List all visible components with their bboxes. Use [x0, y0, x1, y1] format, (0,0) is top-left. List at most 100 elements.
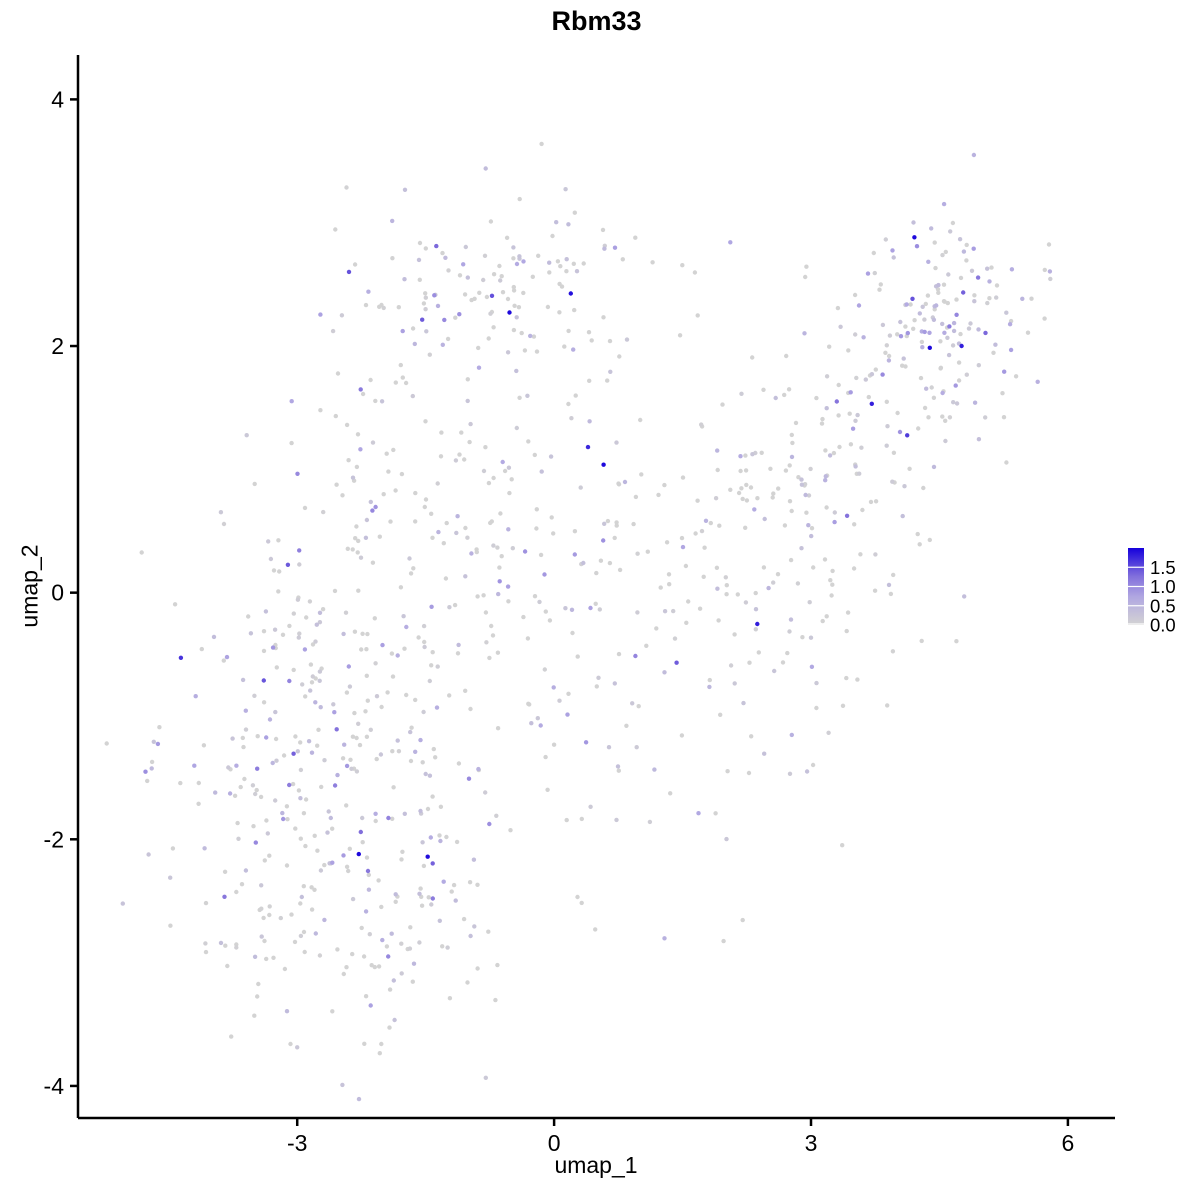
data-point: [885, 703, 890, 708]
data-point: [601, 462, 606, 467]
data-point: [772, 668, 777, 674]
data-point: [859, 445, 864, 450]
data-point: [531, 334, 537, 339]
data-point: [787, 463, 792, 468]
data-point: [715, 448, 720, 453]
data-point: [437, 833, 442, 838]
data-point: [491, 543, 496, 548]
y-tick-label: -2: [44, 826, 64, 852]
data-point: [440, 250, 445, 256]
data-point: [809, 526, 815, 531]
data-point: [335, 947, 340, 952]
data-point: [771, 580, 776, 585]
data-point: [196, 780, 201, 786]
data-point: [291, 611, 296, 616]
data-point: [620, 257, 625, 262]
data-point: [579, 816, 584, 822]
data-point: [486, 480, 492, 486]
data-point: [804, 510, 809, 515]
data-point: [433, 755, 438, 760]
data-point: [888, 591, 894, 597]
data-point: [1008, 347, 1014, 353]
data-point: [354, 735, 359, 741]
data-point: [950, 343, 956, 348]
data-point: [983, 330, 988, 336]
data-point: [313, 931, 318, 936]
data-point: [545, 304, 551, 310]
data-point: [575, 894, 580, 900]
data-point: [303, 797, 309, 802]
data-point: [430, 794, 435, 799]
data-point: [924, 386, 929, 391]
data-point: [288, 1041, 293, 1047]
data-point: [789, 432, 794, 438]
data-point: [420, 840, 425, 845]
data-point: [957, 237, 963, 242]
data-point: [951, 328, 957, 334]
data-point: [828, 578, 833, 583]
data-point: [725, 769, 730, 774]
data-point: [728, 487, 733, 492]
data-point: [168, 875, 173, 880]
data-point: [481, 593, 486, 598]
data-point: [529, 721, 534, 726]
data-point: [400, 375, 405, 380]
data-point: [976, 363, 981, 368]
data-point: [598, 558, 604, 563]
data-point: [799, 482, 805, 487]
data-point: [363, 535, 369, 540]
data-point: [489, 293, 495, 298]
data-point: [905, 330, 910, 336]
data-point: [306, 739, 312, 744]
data-point: [600, 227, 606, 233]
data-point: [782, 392, 787, 398]
data-point: [395, 738, 400, 743]
data-point: [728, 663, 734, 668]
data-point: [346, 269, 352, 275]
data-point: [566, 401, 571, 407]
data-point: [968, 321, 973, 326]
data-point: [786, 387, 792, 392]
data-point: [355, 550, 360, 555]
data-point: [829, 593, 834, 598]
data-point: [356, 851, 361, 857]
data-point: [298, 901, 303, 906]
data-point: [926, 415, 931, 420]
data-point: [389, 651, 395, 656]
data-point: [519, 330, 524, 336]
data-point: [931, 395, 937, 400]
data-point: [931, 317, 937, 322]
data-point: [666, 572, 672, 577]
data-point: [430, 861, 435, 866]
y-tick-label: -4: [44, 1073, 65, 1099]
data-point: [403, 380, 409, 386]
data-point: [356, 538, 361, 544]
data-point: [692, 270, 698, 275]
legend-label: 1.5: [1150, 557, 1176, 578]
data-point: [358, 555, 364, 560]
data-point: [264, 818, 269, 823]
data-point: [534, 507, 539, 512]
data-point: [671, 608, 676, 614]
data-point: [750, 355, 755, 360]
data-point: [363, 994, 369, 999]
data-point: [525, 393, 530, 398]
data-point: [483, 1075, 488, 1081]
data-point: [505, 350, 511, 355]
data-point: [762, 751, 767, 756]
data-point: [783, 468, 789, 473]
data-point: [886, 353, 892, 359]
data-point: [554, 220, 559, 225]
data-point: [421, 709, 426, 715]
data-point: [943, 418, 948, 423]
data-point: [507, 490, 512, 496]
data-point: [890, 479, 895, 484]
data-point: [512, 303, 517, 308]
data-point: [493, 997, 498, 1003]
data-point: [845, 610, 851, 615]
data-point: [920, 304, 925, 309]
data-point: [820, 618, 825, 624]
data-point: [511, 256, 516, 261]
data-point: [459, 430, 464, 435]
